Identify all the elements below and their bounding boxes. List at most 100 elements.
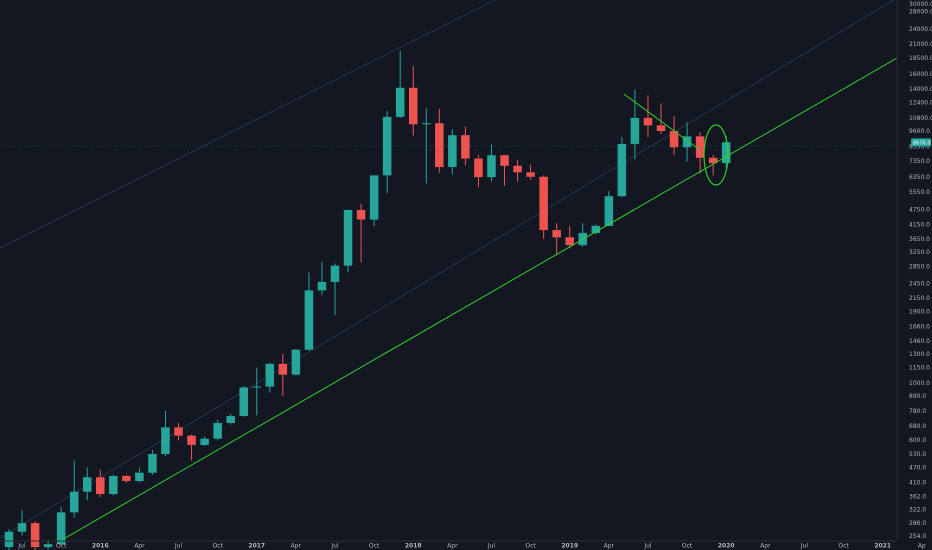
candle-body — [96, 477, 105, 495]
candle-body — [565, 237, 574, 246]
y-tick-label: 410.0 — [909, 480, 926, 487]
candle-body — [4, 531, 14, 548]
y-tick-label: 18500.0 — [909, 55, 932, 62]
y-tick-label: 14000.0 — [909, 86, 932, 93]
candle-body — [435, 123, 444, 168]
support-trendline[interactable] — [59, 57, 898, 542]
last-price-label: 8676.0 — [913, 140, 931, 146]
candle-body — [695, 136, 705, 158]
candle-body — [395, 87, 405, 117]
candle — [630, 89, 640, 160]
x-tick-label: Jul — [17, 543, 26, 550]
candle-body — [239, 387, 248, 417]
candle-body — [669, 131, 679, 148]
y-tick-label: 322.0 — [909, 507, 926, 514]
y-tick-label: 1000.0 — [909, 380, 930, 387]
time-axis[interactable]: Jul Oct 2016 Apr Jul Oct 2017 Apr Jul Oct 2018 Apr J… — [0, 540, 926, 550]
y-tick-label: 5550.0 — [909, 189, 930, 196]
x-tick-label: Oct — [369, 543, 380, 550]
x-tick-label: Apr — [134, 543, 145, 550]
candle — [278, 353, 288, 397]
y-tick-label: 1460.0 — [909, 338, 930, 345]
candle — [395, 50, 405, 118]
x-tick-label: Apr — [760, 543, 771, 550]
candle-body — [369, 175, 379, 220]
candle — [330, 263, 340, 316]
candle-body — [656, 125, 666, 132]
candle — [148, 449, 157, 475]
last-price-box — [911, 138, 931, 147]
candle-body — [617, 143, 627, 197]
candle-body — [343, 209, 353, 266]
candle-body — [17, 523, 27, 532]
x-tick-label: 2018 — [405, 543, 422, 550]
candle-body — [708, 157, 718, 164]
candle-body — [265, 363, 275, 387]
y-tick-label: 530.0 — [909, 451, 926, 458]
candle — [69, 460, 79, 518]
candle-body — [291, 349, 301, 375]
candle — [708, 154, 718, 176]
y-tick-label: 286.0 — [909, 520, 926, 527]
x-tick-label: 2019 — [561, 543, 578, 550]
candle — [643, 95, 653, 138]
x-tick-label: Apr — [291, 543, 302, 550]
candle-body — [82, 477, 92, 492]
candle-body — [30, 523, 40, 548]
x-tick-label: 2017 — [248, 543, 265, 550]
candle-body — [148, 453, 157, 473]
y-tick-label: 2150.0 — [909, 295, 930, 302]
candle-body — [500, 155, 509, 166]
candle-body — [330, 265, 340, 282]
channel-lines — [0, 0, 897, 539]
candle — [135, 467, 144, 483]
candle — [422, 108, 431, 184]
resistance-trendline[interactable] — [623, 93, 701, 151]
x-tick-label: Apr — [604, 543, 615, 550]
channel-mid-line — [0, 0, 895, 539]
candle — [669, 116, 679, 155]
y-tick-label: 7350.0 — [909, 158, 930, 165]
x-tick-label: 2020 — [718, 543, 735, 550]
x-tick-label: Apr — [447, 543, 458, 550]
candle — [487, 144, 496, 182]
candle — [369, 175, 379, 226]
y-tick-label: 1900.0 — [909, 309, 930, 316]
candle — [695, 132, 705, 174]
y-tick-label: 30000.0 — [909, 1, 932, 8]
candle — [30, 521, 40, 550]
y-tick-label: 4750.0 — [909, 206, 930, 213]
candle — [461, 126, 470, 166]
highlight-ellipse[interactable] — [703, 124, 729, 186]
candle-body — [356, 209, 366, 220]
candle-body — [252, 386, 262, 388]
x-tick-label: Oct — [56, 543, 67, 550]
candle — [56, 506, 66, 545]
candle-body — [643, 117, 653, 126]
candle — [122, 474, 131, 483]
candle — [526, 164, 535, 180]
candle — [4, 529, 14, 550]
candle — [265, 362, 275, 393]
candle — [161, 410, 170, 457]
candle — [174, 422, 183, 441]
candle-body — [109, 476, 118, 495]
candle — [591, 224, 601, 235]
candle — [617, 137, 627, 198]
candle-body — [408, 87, 418, 125]
y-tick-label: 10800.0 — [909, 115, 932, 122]
y-tick-label: 470.0 — [909, 464, 926, 471]
candle — [656, 103, 666, 134]
x-tick-label: Oct — [682, 543, 693, 550]
drawings — [59, 57, 898, 542]
candle-body — [382, 116, 392, 176]
y-tick-label: 6350.0 — [909, 174, 930, 181]
y-tick-label: 1660.0 — [909, 324, 930, 331]
candle-body — [513, 165, 522, 173]
y-tick-label: 680.0 — [909, 423, 926, 430]
candle — [317, 261, 327, 296]
y-tick-label: 21000.0 — [909, 41, 932, 48]
